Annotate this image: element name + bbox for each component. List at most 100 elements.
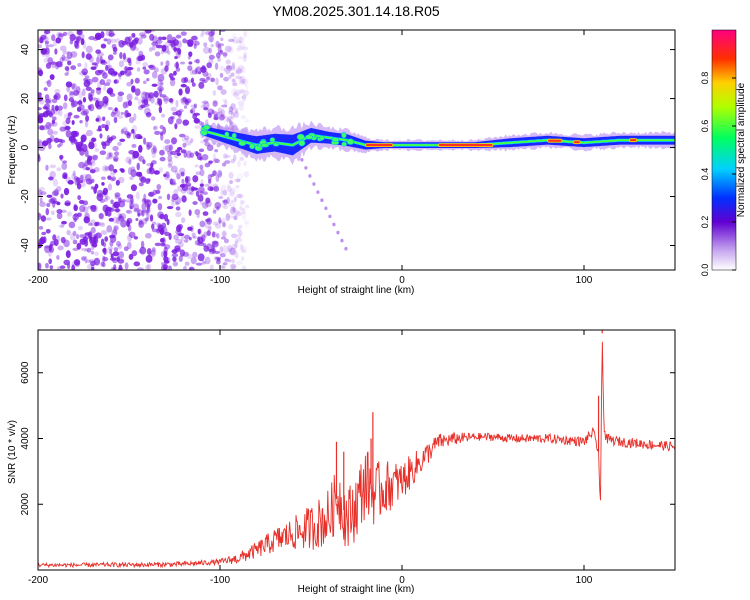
noise-dot <box>174 245 181 252</box>
noise-dot <box>84 248 89 252</box>
noise-dot <box>184 261 190 266</box>
noise-dot <box>53 39 57 47</box>
noise-dot <box>211 231 216 238</box>
noise-dot <box>202 211 209 216</box>
noise-dot <box>220 188 224 197</box>
noise-dot <box>228 215 235 219</box>
noise-dot <box>113 71 118 76</box>
noise-dot <box>117 258 125 264</box>
noise-dot <box>85 167 90 171</box>
trail-dot <box>300 157 304 162</box>
noise-dot <box>108 164 115 172</box>
noise-dot <box>87 105 92 111</box>
noise-dot <box>106 78 112 84</box>
signal-hotspot <box>572 140 581 145</box>
noise-dot <box>182 119 190 126</box>
noise-dot <box>102 95 109 104</box>
colorbar-tick-label: 0.2 <box>700 216 710 229</box>
noise-dot <box>162 95 169 102</box>
noise-dot <box>218 217 222 224</box>
noise-dot <box>62 31 68 36</box>
noise-dot <box>102 242 107 247</box>
noise-dot <box>219 65 225 71</box>
noise-dot <box>146 77 150 82</box>
noise-dot <box>138 172 142 177</box>
noise-dot <box>71 264 76 270</box>
noise-dot <box>220 236 227 240</box>
noise-dot <box>195 188 199 193</box>
noise-dot <box>104 236 109 242</box>
signal-blob <box>305 134 313 140</box>
noise-dot <box>137 172 143 177</box>
noise-dot <box>171 199 175 208</box>
noise-dot <box>241 212 247 220</box>
noise-dot <box>103 247 107 255</box>
noise-dot <box>233 215 239 220</box>
noise-dot <box>102 142 107 150</box>
noise-dot <box>110 38 117 44</box>
noise-dot <box>137 212 141 217</box>
noise-dot <box>115 207 120 213</box>
noise-dot <box>124 66 128 74</box>
noise-dot <box>38 147 45 151</box>
noise-dot <box>162 145 169 151</box>
noise-dot <box>50 197 57 204</box>
noise-dot <box>215 223 222 229</box>
noise-dot <box>41 36 49 42</box>
signal-band <box>200 120 675 165</box>
noise-dot <box>217 43 222 49</box>
noise-dot <box>77 63 82 67</box>
noise-dot <box>88 222 93 226</box>
noise-dot <box>241 78 246 83</box>
noise-dot <box>80 134 87 143</box>
noise-dot <box>94 251 99 256</box>
noise-dot <box>218 195 224 200</box>
noise-dot <box>204 256 211 265</box>
noise-dot <box>201 100 209 105</box>
noise-dot <box>220 37 224 42</box>
noise-dot <box>112 251 120 257</box>
noise-dot <box>65 176 72 183</box>
noise-dot <box>102 255 106 263</box>
noise-dot <box>235 184 240 189</box>
noise-dot <box>86 264 93 270</box>
noise-dot <box>228 38 235 43</box>
noise-dot <box>61 162 68 170</box>
noise-dot <box>180 171 185 177</box>
noise-dot <box>154 51 161 57</box>
noise-dot <box>102 256 109 262</box>
noise-dot <box>139 246 147 255</box>
noise-dot <box>190 35 198 41</box>
noise-dot <box>97 81 102 90</box>
noise-dot <box>231 78 236 83</box>
noise-dot <box>177 231 183 237</box>
noise-dot <box>212 209 217 214</box>
noise-dot <box>150 249 157 256</box>
noise-dot <box>95 221 100 227</box>
noise-dot <box>102 165 109 172</box>
trail-dot <box>304 166 308 170</box>
noise-dot <box>222 262 228 266</box>
noise-dot <box>57 105 63 111</box>
noise-dot <box>90 250 95 255</box>
noise-dot <box>102 248 109 255</box>
trail-dot <box>336 230 340 235</box>
noise-dot <box>229 206 236 215</box>
noise-dot <box>106 210 112 217</box>
noise-dot <box>67 180 74 185</box>
noise-dot <box>172 111 178 116</box>
noise-dot <box>78 225 83 231</box>
noise-dot <box>202 243 207 248</box>
noise-dot <box>175 201 179 206</box>
noise-dot <box>221 230 228 238</box>
noise-dot <box>67 60 72 66</box>
noise-dot <box>71 100 78 108</box>
noise-dot <box>83 80 91 88</box>
noise-dot <box>126 133 131 139</box>
noise-dot <box>68 135 76 142</box>
noise-dot <box>204 200 212 208</box>
noise-dot <box>235 66 241 71</box>
noise-dot <box>128 61 132 66</box>
noise-dot <box>144 107 151 116</box>
noise-dot <box>168 265 173 270</box>
